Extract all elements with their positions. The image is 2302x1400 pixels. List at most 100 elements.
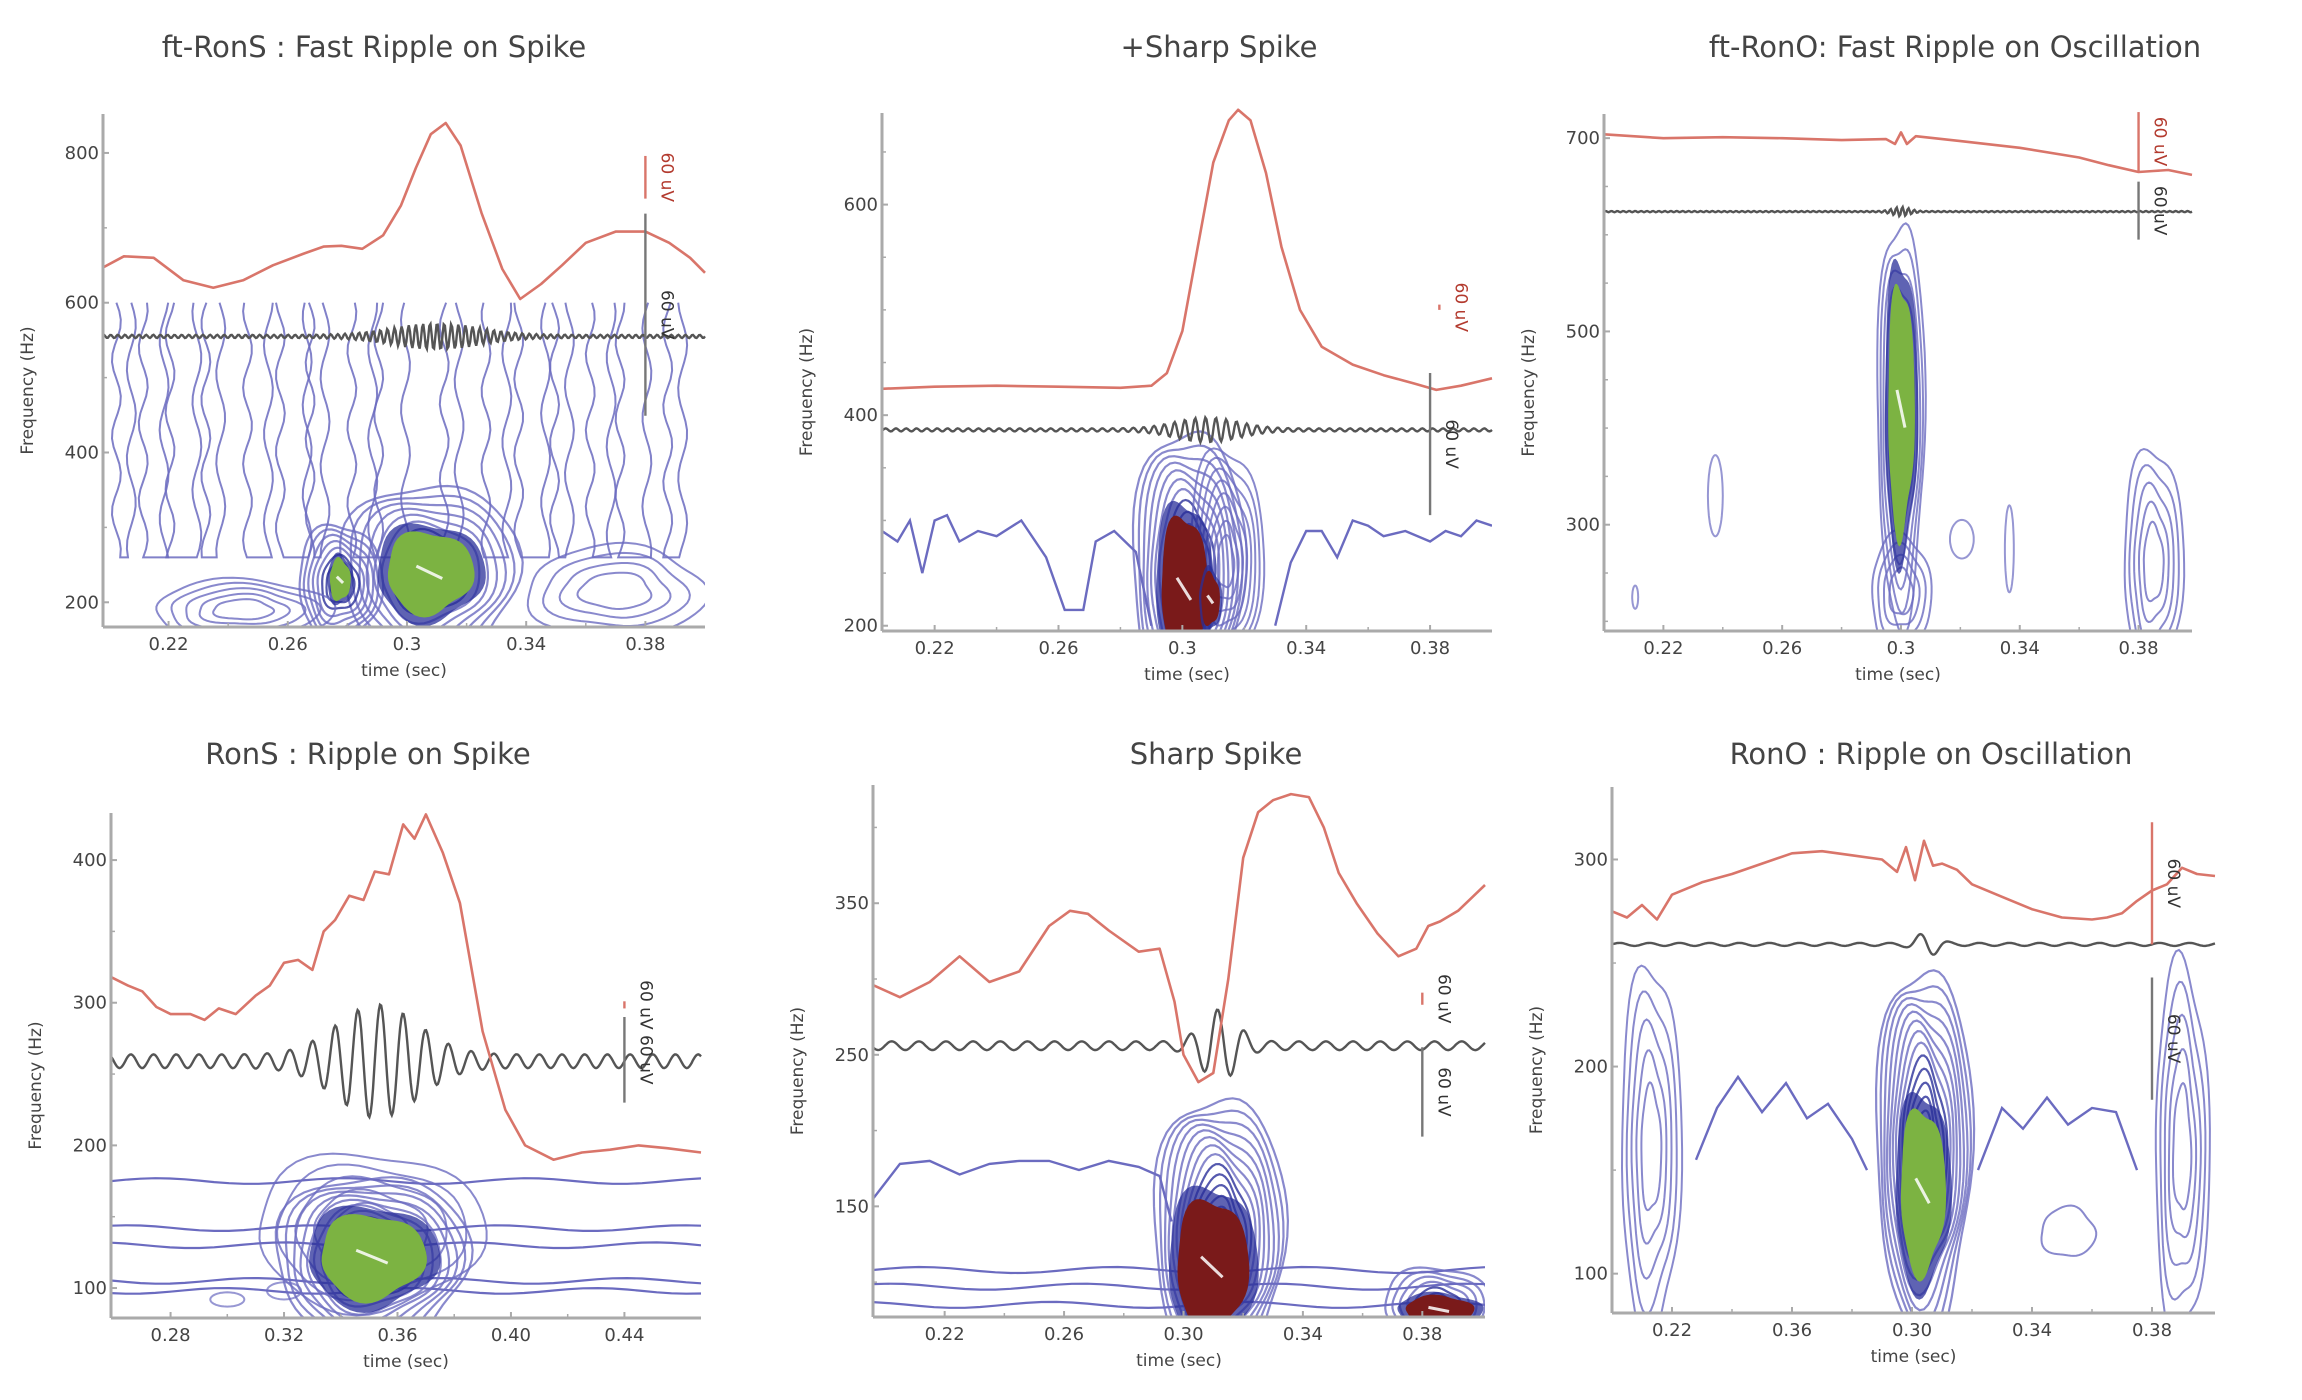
contour-line	[311, 539, 370, 625]
x-axis-label: time (sec)	[1871, 1347, 1957, 1367]
x-axis-label: time (sec)	[1855, 665, 1941, 685]
contour-line	[1694, 1074, 1869, 1171]
contour-line	[882, 513, 1153, 626]
x-tick-label: 0.34	[506, 634, 546, 655]
y-axis-label: Frequency (Hz)	[26, 1021, 46, 1149]
contour-line	[209, 1291, 246, 1308]
contour-line	[873, 1159, 1173, 1222]
contour-line	[2133, 481, 2175, 631]
x-tick-label: 0.34	[1283, 1324, 1323, 1345]
y-tick-label: 300	[73, 993, 107, 1014]
contour-line	[137, 302, 170, 559]
power-blob	[1161, 515, 1209, 631]
plot-area	[873, 1097, 1485, 1317]
filtered-scale-label: 60 uV	[2163, 1014, 2183, 1064]
power-peak-highlight	[1428, 1305, 1450, 1313]
filtered-scale-label: 60 uV	[656, 290, 676, 340]
contour-line	[2138, 500, 2170, 624]
contour-line	[662, 302, 689, 559]
x-tick-label: 0.36	[1772, 1320, 1812, 1341]
lfp-scale-label: 60 uV	[2163, 859, 2183, 909]
x-tick-label: 0.40	[491, 1325, 531, 1346]
y-tick-label: 400	[844, 405, 878, 426]
plot-area	[1620, 948, 2211, 1313]
plot-area	[882, 430, 1492, 631]
contour-line	[1152, 1097, 1290, 1317]
contour-line	[274, 1176, 474, 1318]
y-axis-label: Frequency (Hz)	[1527, 1006, 1547, 1134]
y-axis-label: Frequency (Hz)	[788, 1007, 808, 1135]
contour-line	[1216, 533, 1236, 589]
x-axis-label: time (sec)	[1136, 1351, 1222, 1371]
contour-line	[1882, 269, 1922, 591]
contour-line	[198, 592, 291, 625]
contour-line	[298, 523, 385, 627]
contour-line	[2128, 464, 2180, 631]
y-tick-label: 100	[73, 1278, 107, 1299]
x-tick-label: 0.44	[604, 1325, 644, 1346]
contour-line	[1164, 1118, 1281, 1317]
panel-rons: RonS : Ripple on Spike 60 uV 60 uV 0.28 0.3…	[26, 737, 702, 1372]
x-tick-label: 0.38	[2119, 638, 2159, 659]
plot-area	[111, 1152, 701, 1318]
y-tick-label: 400	[65, 443, 99, 464]
contour-line	[1706, 454, 1724, 538]
lfp-trace	[872, 792, 1486, 1084]
x-tick-label: 0.36	[377, 1325, 417, 1346]
panel-title: ft-RonS : Fast Ripple on Spike	[162, 30, 587, 64]
power-peak-highlight	[355, 1248, 389, 1265]
contour-line	[242, 302, 274, 559]
panel-ft-rono: ft-RonO: Fast Ripple on Oscillation 60 u…	[1519, 30, 2201, 685]
contour-line	[212, 598, 276, 621]
contour-line	[200, 302, 227, 559]
contour-line	[1625, 990, 1678, 1313]
contour-line	[346, 302, 379, 559]
contour-line	[1976, 1095, 2139, 1171]
filtered-trace	[881, 414, 1493, 446]
lfp-trace	[110, 813, 702, 1161]
x-tick-label: 0.22	[1652, 1320, 1692, 1341]
y-axis-label: Frequency (Hz)	[18, 326, 38, 454]
contour-line	[1888, 1010, 1962, 1297]
y-tick-label: 500	[1566, 321, 1600, 342]
contour-line	[542, 551, 691, 627]
y-tick-label: 200	[1574, 1057, 1608, 1078]
contour-line	[1883, 996, 1969, 1313]
contour-line	[1879, 248, 1925, 614]
contour-line	[1630, 1018, 1673, 1280]
y-tick-label: 100	[1574, 1264, 1608, 1285]
power-peak-highlight	[1200, 1255, 1224, 1279]
contour-line	[1384, 1266, 1485, 1317]
y-tick-label: 400	[73, 850, 107, 871]
panel-title: RonO : Ripple on Oscillation	[1730, 737, 2133, 771]
contour-line	[316, 546, 366, 618]
contour-line	[258, 1152, 488, 1317]
lfp-trace	[881, 108, 1493, 392]
contour-line	[513, 302, 552, 559]
y-axis-label: Frequency (Hz)	[1519, 328, 1539, 456]
panel-title: +Sharp Spike	[1121, 30, 1318, 64]
x-tick-label: 0.26	[1038, 638, 1078, 659]
panel-title: RonS : Ripple on Spike	[205, 737, 531, 771]
contour-line	[1146, 461, 1235, 631]
panel-rono: RonO : Ripple on Oscillation 60 uV 60 uV 0…	[1527, 737, 2216, 1367]
power-peak-highlight	[335, 575, 345, 585]
panel-sharp-spike-plus: +Sharp Spike 60 uV 60 uV 0.22 0.26 0.3 0.34 0.…	[797, 30, 1493, 685]
panel-sharp-spike: Sharp Spike 60 uV 60 uV 0.22 0.26 0.30 0.34 0.…	[788, 737, 1486, 1371]
contour-line	[170, 581, 322, 627]
contour-line	[2040, 1204, 2098, 1257]
contour-line	[2159, 980, 2207, 1301]
x-tick-label: 0.22	[149, 634, 189, 655]
y-tick-label: 250	[835, 1045, 869, 1066]
x-tick-label: 0.3	[1887, 638, 1916, 659]
lfp-scale-label: 60 uV	[635, 980, 655, 1030]
contour-line	[1635, 1049, 1668, 1245]
plot-area	[1631, 222, 2186, 631]
contour-line	[1888, 566, 1915, 616]
contour-line	[1131, 430, 1248, 631]
contour-line	[2163, 1013, 2202, 1267]
contour-line	[1274, 519, 1492, 626]
filtered-trace	[102, 319, 706, 354]
y-tick-label: 600	[65, 293, 99, 314]
contour-line	[373, 513, 489, 627]
